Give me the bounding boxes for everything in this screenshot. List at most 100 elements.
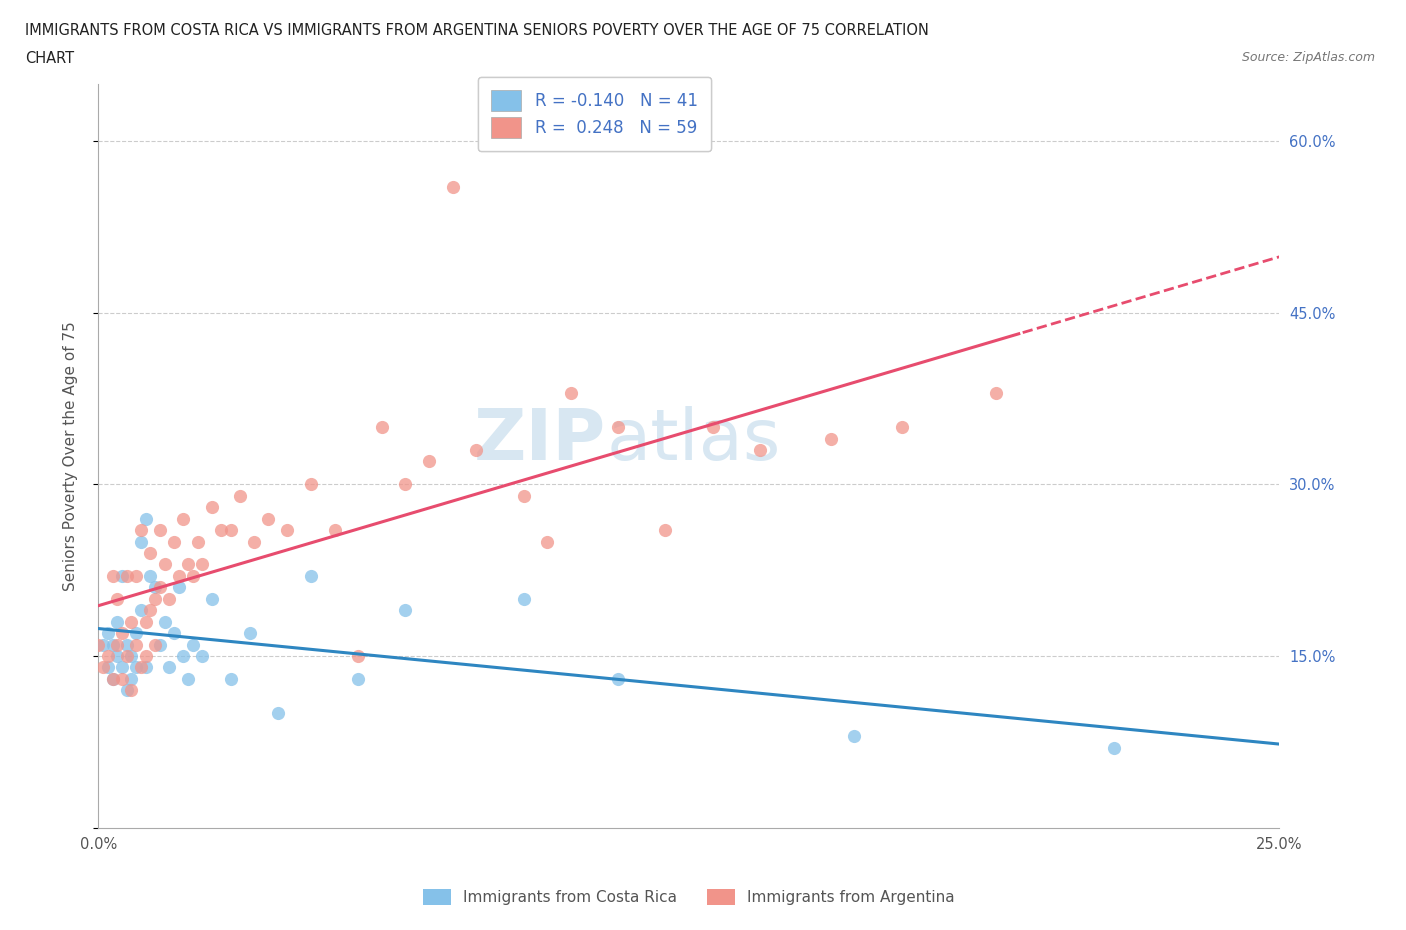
Point xyxy=(121,683,143,698)
Point xyxy=(890,419,912,434)
Point xyxy=(163,626,186,641)
Point xyxy=(371,419,394,434)
Point xyxy=(157,591,180,606)
Point xyxy=(465,443,488,458)
Point xyxy=(129,603,152,618)
Point xyxy=(97,626,120,641)
Point xyxy=(143,591,166,606)
Point xyxy=(149,523,172,538)
Point xyxy=(167,580,190,595)
Point xyxy=(157,660,180,675)
Point xyxy=(181,568,204,583)
Point xyxy=(121,648,143,663)
Point xyxy=(125,568,148,583)
Point xyxy=(607,419,630,434)
Point xyxy=(101,568,124,583)
Point xyxy=(153,614,176,629)
Point xyxy=(125,660,148,675)
Point xyxy=(129,534,152,549)
Point xyxy=(299,568,322,583)
Point xyxy=(394,603,416,618)
Point xyxy=(149,580,172,595)
Point xyxy=(153,557,176,572)
Point xyxy=(143,637,166,652)
Point xyxy=(702,419,724,434)
Point xyxy=(139,546,162,561)
Point xyxy=(97,660,120,675)
Point xyxy=(125,637,148,652)
Point xyxy=(984,385,1007,400)
Point xyxy=(536,534,558,549)
Point xyxy=(394,477,416,492)
Point xyxy=(299,477,322,492)
Point xyxy=(111,671,134,686)
Point xyxy=(187,534,209,549)
Point xyxy=(111,660,134,675)
Point xyxy=(125,626,148,641)
Point xyxy=(844,729,866,744)
Legend: Immigrants from Costa Rica, Immigrants from Argentina: Immigrants from Costa Rica, Immigrants f… xyxy=(416,881,962,913)
Point xyxy=(105,614,128,629)
Point xyxy=(135,614,157,629)
Point xyxy=(101,671,124,686)
Point xyxy=(135,648,157,663)
Point xyxy=(139,603,162,618)
Point xyxy=(607,671,630,686)
Point xyxy=(87,637,110,652)
Point xyxy=(441,179,464,194)
Point xyxy=(177,671,200,686)
Point xyxy=(115,637,138,652)
Text: ZIP: ZIP xyxy=(474,406,606,475)
Point xyxy=(347,648,370,663)
Point xyxy=(243,534,266,549)
Point xyxy=(105,648,128,663)
Point xyxy=(101,637,124,652)
Point xyxy=(149,637,172,652)
Point xyxy=(654,523,676,538)
Point xyxy=(97,648,120,663)
Point xyxy=(512,591,534,606)
Point xyxy=(115,648,138,663)
Point xyxy=(135,660,157,675)
Point xyxy=(105,637,128,652)
Point xyxy=(347,671,370,686)
Point xyxy=(121,614,143,629)
Point xyxy=(257,512,280,526)
Legend: R = -0.140   N = 41, R =  0.248   N = 59: R = -0.140 N = 41, R = 0.248 N = 59 xyxy=(478,77,711,152)
Point xyxy=(191,557,214,572)
Point xyxy=(177,557,200,572)
Point xyxy=(135,512,157,526)
Point xyxy=(115,683,138,698)
Point xyxy=(129,660,152,675)
Point xyxy=(560,385,582,400)
Point xyxy=(111,626,134,641)
Point xyxy=(323,523,346,538)
Point xyxy=(181,637,204,652)
Point xyxy=(105,591,128,606)
Point xyxy=(91,660,114,675)
Point xyxy=(191,648,214,663)
Point xyxy=(276,523,298,538)
Point xyxy=(121,671,143,686)
Point xyxy=(219,671,242,686)
Point xyxy=(143,580,166,595)
Point xyxy=(748,443,770,458)
Point xyxy=(172,648,194,663)
Point xyxy=(267,706,290,721)
Point xyxy=(512,488,534,503)
Text: Source: ZipAtlas.com: Source: ZipAtlas.com xyxy=(1241,51,1375,64)
Point xyxy=(172,512,194,526)
Point xyxy=(201,499,224,514)
Point xyxy=(1102,740,1125,755)
Point xyxy=(91,637,114,652)
Point xyxy=(101,671,124,686)
Point xyxy=(115,568,138,583)
Text: CHART: CHART xyxy=(25,51,75,66)
Y-axis label: Seniors Poverty Over the Age of 75: Seniors Poverty Over the Age of 75 xyxy=(63,321,77,591)
Point xyxy=(820,432,842,446)
Point xyxy=(209,523,232,538)
Point xyxy=(129,523,152,538)
Point xyxy=(167,568,190,583)
Point xyxy=(163,534,186,549)
Point xyxy=(229,488,252,503)
